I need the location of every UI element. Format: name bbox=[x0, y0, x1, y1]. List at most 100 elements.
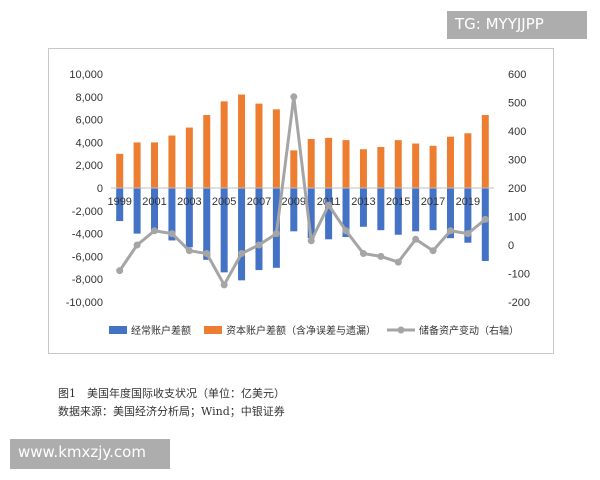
x-tick-label: 2007 bbox=[247, 196, 271, 208]
x-tick-label: 2019 bbox=[456, 196, 480, 208]
y-right-tick-label: 200 bbox=[508, 183, 526, 195]
x-tick-label: 2017 bbox=[421, 196, 445, 208]
x-tick-label: 2001 bbox=[142, 196, 166, 208]
bar-capital-account bbox=[203, 115, 211, 188]
bar-capital-account bbox=[220, 101, 228, 188]
legend-label-reserve-assets: 储备资产变动（右轴） bbox=[419, 324, 519, 337]
bar-capital-account bbox=[446, 136, 454, 188]
watermark-bottom: www.kmxzjy.com bbox=[10, 439, 170, 469]
point-reserve-assets bbox=[325, 201, 333, 209]
point-reserve-assets bbox=[272, 230, 280, 238]
bar-capital-account bbox=[116, 153, 124, 188]
bar-current-account bbox=[133, 188, 141, 234]
y-left-tick-label: 4,000 bbox=[75, 137, 103, 149]
bar-current-account bbox=[116, 188, 124, 222]
bar-current-account bbox=[238, 188, 246, 281]
bar-capital-account bbox=[307, 138, 315, 188]
bar-current-account bbox=[168, 188, 176, 241]
bar-current-account bbox=[377, 188, 385, 231]
point-reserve-assets bbox=[133, 241, 141, 249]
bar-capital-account bbox=[325, 137, 333, 188]
legend-swatch-reserve-marker bbox=[397, 326, 405, 334]
y-right-tick-label: -200 bbox=[508, 297, 530, 309]
point-reserve-assets bbox=[429, 247, 437, 255]
bar-current-account bbox=[151, 188, 159, 233]
x-tick-label: 2013 bbox=[351, 196, 375, 208]
bar-current-account bbox=[464, 188, 472, 243]
bar-capital-account bbox=[464, 133, 472, 188]
point-reserve-assets bbox=[481, 215, 489, 223]
x-tick-label: 1999 bbox=[107, 196, 131, 208]
y-left-tick-label: -8,000 bbox=[72, 274, 103, 286]
bar-capital-account bbox=[255, 103, 263, 188]
bar-current-account bbox=[342, 188, 350, 238]
y-left-tick-label: 0 bbox=[97, 183, 103, 195]
x-tick-label: 2003 bbox=[177, 196, 201, 208]
bar-current-account bbox=[185, 188, 193, 248]
y-right-tick-label: 400 bbox=[508, 126, 526, 138]
x-tick-label: 2005 bbox=[212, 196, 236, 208]
bar-capital-account bbox=[238, 94, 246, 188]
bar-current-account bbox=[255, 188, 263, 271]
bar-capital-account bbox=[290, 150, 298, 188]
bar-current-account bbox=[325, 188, 333, 240]
y-right-tick-label: 0 bbox=[508, 240, 514, 252]
y-left-tick-label: -6,000 bbox=[72, 251, 103, 263]
bar-capital-account bbox=[185, 127, 193, 188]
bar-current-account bbox=[203, 188, 211, 260]
bar-capital-account bbox=[481, 115, 489, 188]
bar-current-account bbox=[359, 188, 367, 227]
bar-capital-account bbox=[359, 149, 367, 188]
y-left-tick-label: -4,000 bbox=[72, 229, 103, 241]
point-reserve-assets bbox=[359, 250, 367, 258]
point-reserve-assets bbox=[220, 281, 228, 289]
y-left-tick-label: 2,000 bbox=[75, 160, 103, 172]
y-left-tick-label: -10,000 bbox=[66, 297, 103, 309]
y-right-tick-label: -100 bbox=[508, 269, 530, 281]
y-left-tick-label: 10,000 bbox=[69, 69, 103, 81]
bar-current-account bbox=[394, 188, 402, 235]
bar-current-account bbox=[307, 188, 315, 239]
data-source-note: 数据来源：美国经济分析局；Wind；中银证券 bbox=[58, 405, 285, 418]
y-right-tick-label: 600 bbox=[508, 69, 526, 81]
point-reserve-assets bbox=[307, 237, 315, 245]
bar-capital-account bbox=[377, 146, 385, 188]
bar-capital-account bbox=[133, 142, 141, 188]
chart: 10,000 8,000 6,000 4,000 2,000 0 -2,000 -4,000 -… bbox=[66, 69, 530, 337]
x-tick-label: 2015 bbox=[386, 196, 410, 208]
bar-current-account bbox=[481, 188, 489, 261]
legend-label-capital-account: 资本账户差额（含净误差与遗漏） bbox=[226, 324, 376, 337]
bar-current-account bbox=[429, 188, 437, 231]
point-reserve-assets bbox=[151, 227, 159, 235]
legend-swatch-current-account bbox=[109, 326, 127, 334]
point-reserve-assets bbox=[238, 250, 246, 258]
point-reserve-assets bbox=[116, 267, 124, 275]
bar-capital-account bbox=[151, 142, 159, 188]
legend-swatch-capital-account bbox=[204, 326, 222, 334]
y-right-tick-label: 300 bbox=[508, 155, 526, 167]
point-reserve-assets bbox=[203, 250, 211, 258]
point-reserve-assets bbox=[185, 247, 193, 255]
y-left-tick-label: 8,000 bbox=[75, 92, 103, 104]
y-left-tick-label: 6,000 bbox=[75, 115, 103, 127]
figure-caption: 图1 美国年度国际收支状况（单位：亿美元） bbox=[58, 387, 285, 400]
bar-current-account bbox=[412, 188, 420, 232]
point-reserve-assets bbox=[342, 227, 350, 235]
line-reserve-assets bbox=[118, 95, 487, 287]
chart-card: 10,000 8,000 6,000 4,000 2,000 0 -2,000 -4,000 -… bbox=[48, 48, 554, 354]
bar-capital-account bbox=[394, 140, 402, 188]
y-right-tick-label: 500 bbox=[508, 98, 526, 110]
x-tick-label: 2009 bbox=[282, 196, 306, 208]
bar-capital-account bbox=[412, 143, 420, 188]
point-reserve-assets bbox=[412, 235, 420, 243]
point-reserve-assets bbox=[394, 258, 402, 266]
point-reserve-assets bbox=[168, 230, 176, 238]
point-reserve-assets bbox=[464, 230, 472, 238]
bar-current-account bbox=[220, 188, 228, 273]
y-left-tick-label: -2,000 bbox=[72, 206, 103, 218]
bar-capital-account bbox=[168, 135, 176, 188]
watermark-top: TG: MYYJJPP bbox=[447, 11, 587, 39]
point-reserve-assets bbox=[290, 93, 298, 101]
y-right-tick-label: 100 bbox=[508, 212, 526, 224]
bar-current-account bbox=[446, 188, 454, 239]
